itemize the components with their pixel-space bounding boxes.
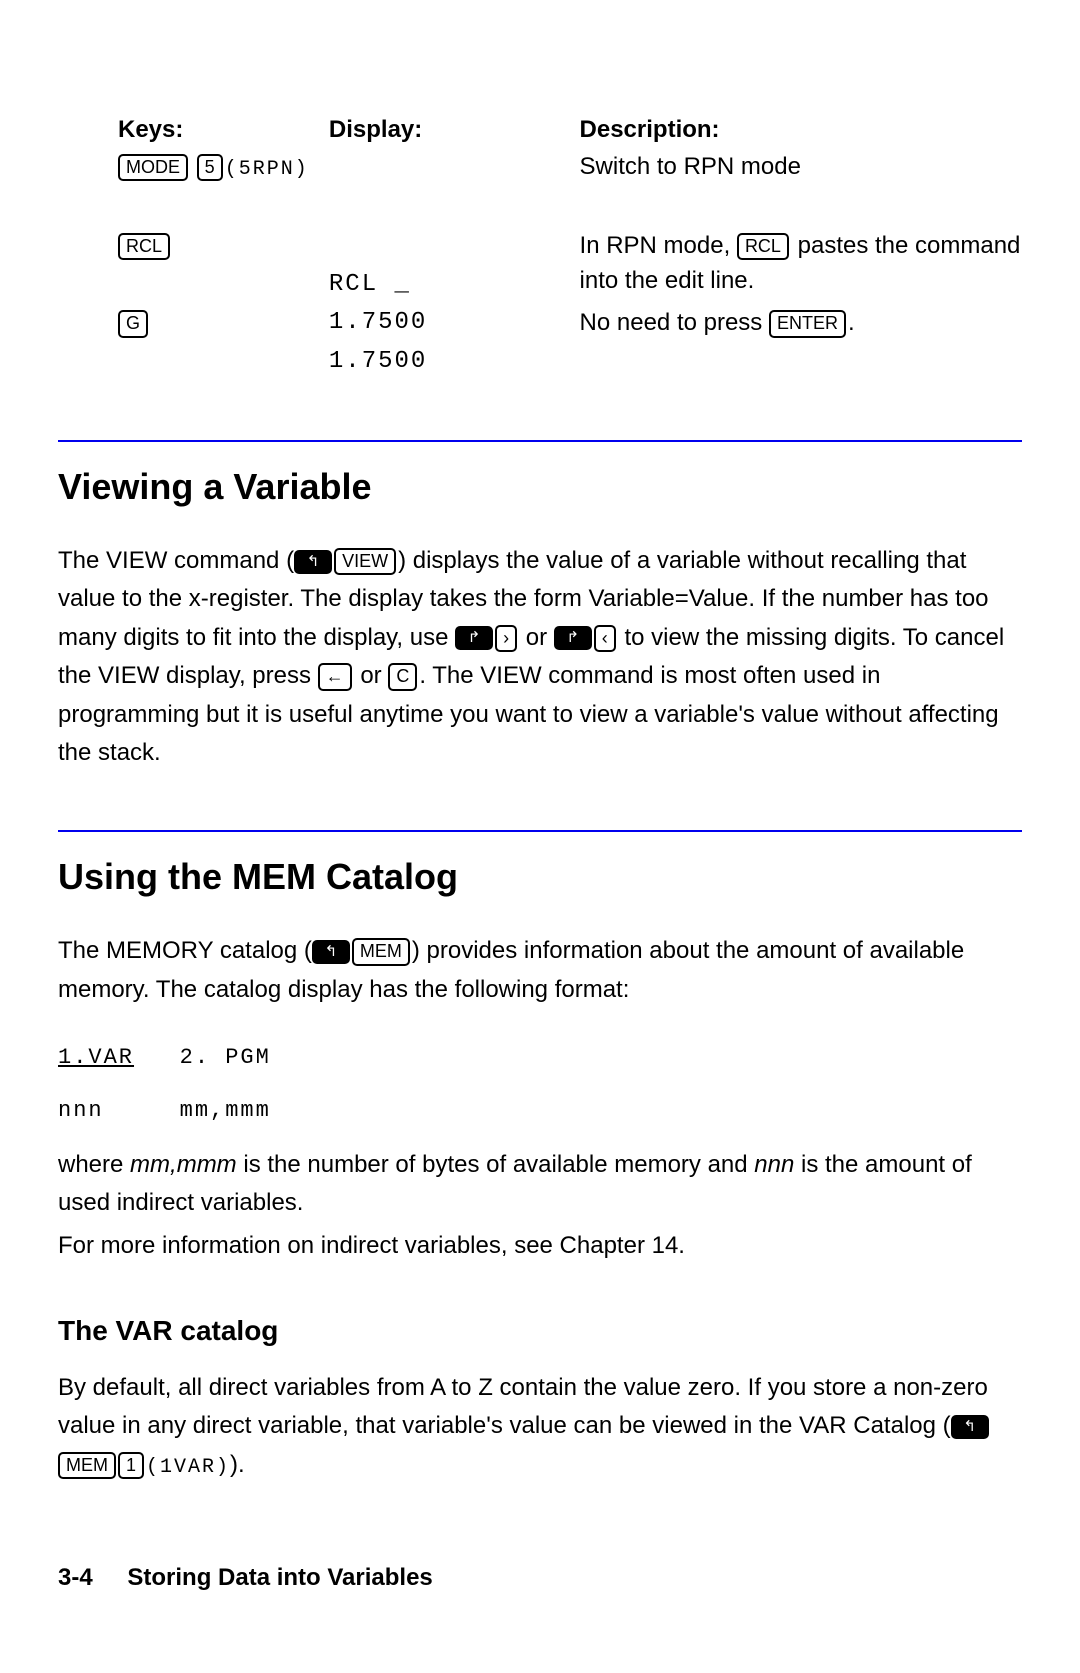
- footer-title: Storing Data into Variables: [127, 1564, 432, 1591]
- key-rcl: RCL: [118, 233, 170, 260]
- table-row: RCL In RPN mode, RCL pastes the command …: [58, 227, 1022, 266]
- shift-right-icon: ↱: [554, 626, 592, 650]
- section-divider: [58, 830, 1022, 832]
- table-row: G 1.7500 No need to press ENTER.: [58, 304, 1022, 343]
- header-keys: Keys:: [58, 115, 328, 148]
- shift-left-icon: ↰: [294, 550, 332, 574]
- display-cell: [328, 148, 579, 187]
- shift-left-icon: ↰: [951, 1415, 989, 1439]
- key-annunciator: (5RPN): [225, 158, 309, 181]
- key-rcl-inline: RCL: [737, 233, 789, 260]
- key-5: 5: [197, 154, 223, 181]
- key-mem: MEM: [352, 938, 410, 965]
- key-mode: MODE: [118, 154, 188, 181]
- display-cell: 1.7500: [328, 304, 579, 343]
- key-1: 1: [118, 1452, 144, 1479]
- right-arrow-key: ›: [495, 625, 517, 652]
- subsection-title-var: The VAR catalog: [58, 1315, 1022, 1347]
- key-enter-inline: ENTER: [769, 310, 846, 337]
- backspace-key: ←: [318, 663, 352, 690]
- section3-body: By default, all direct variables from A …: [58, 1369, 1022, 1484]
- key-c: C: [388, 663, 417, 690]
- page-footer: 3-4 Storing Data into Variables: [58, 1564, 1022, 1592]
- display-cell: 1.7500: [328, 343, 579, 382]
- mem-display-line1: 1.VAR 2. PGM: [58, 1037, 1022, 1075]
- key-display-table: Keys: Display: Description: MODE 5(5RPN)…: [58, 115, 1022, 382]
- section-title-mem: Using the MEM Catalog: [58, 856, 1022, 898]
- desc-cell: Switch to RPN mode: [579, 148, 1022, 187]
- left-arrow-key: ‹: [594, 625, 616, 652]
- section1-body: The VIEW command (↰VIEW) displays the va…: [58, 542, 1022, 772]
- desc-cell: No need to press ENTER.: [579, 304, 1022, 343]
- display-cell: RCL _: [328, 266, 579, 305]
- key-view: VIEW: [334, 548, 396, 575]
- key-g: G: [118, 310, 148, 337]
- header-display: Display:: [328, 115, 579, 148]
- table-row: 1.7500: [58, 343, 1022, 382]
- section2-p3: For more information on indirect variabl…: [58, 1227, 1022, 1265]
- key-mem: MEM: [58, 1452, 116, 1479]
- shift-left-icon: ↰: [312, 940, 350, 964]
- page-content: Keys: Display: Description: MODE 5(5RPN)…: [0, 0, 1080, 1652]
- page-number: 3-4: [58, 1564, 93, 1591]
- section-divider: [58, 440, 1022, 442]
- section-title-viewing: Viewing a Variable: [58, 466, 1022, 508]
- header-description: Description:: [579, 115, 1022, 148]
- mem-display-line2: nnn mm,mmm: [58, 1090, 1022, 1128]
- section2-p2: where mm,mmm is the number of bytes of a…: [58, 1146, 1022, 1223]
- table-row: MODE 5(5RPN) Switch to RPN mode: [58, 148, 1022, 187]
- shift-right-icon: ↱: [455, 626, 493, 650]
- section2-p1: The MEMORY catalog (↰MEM) provides infor…: [58, 932, 1022, 1009]
- desc-cell: In RPN mode, RCL pastes the command into…: [579, 227, 1022, 305]
